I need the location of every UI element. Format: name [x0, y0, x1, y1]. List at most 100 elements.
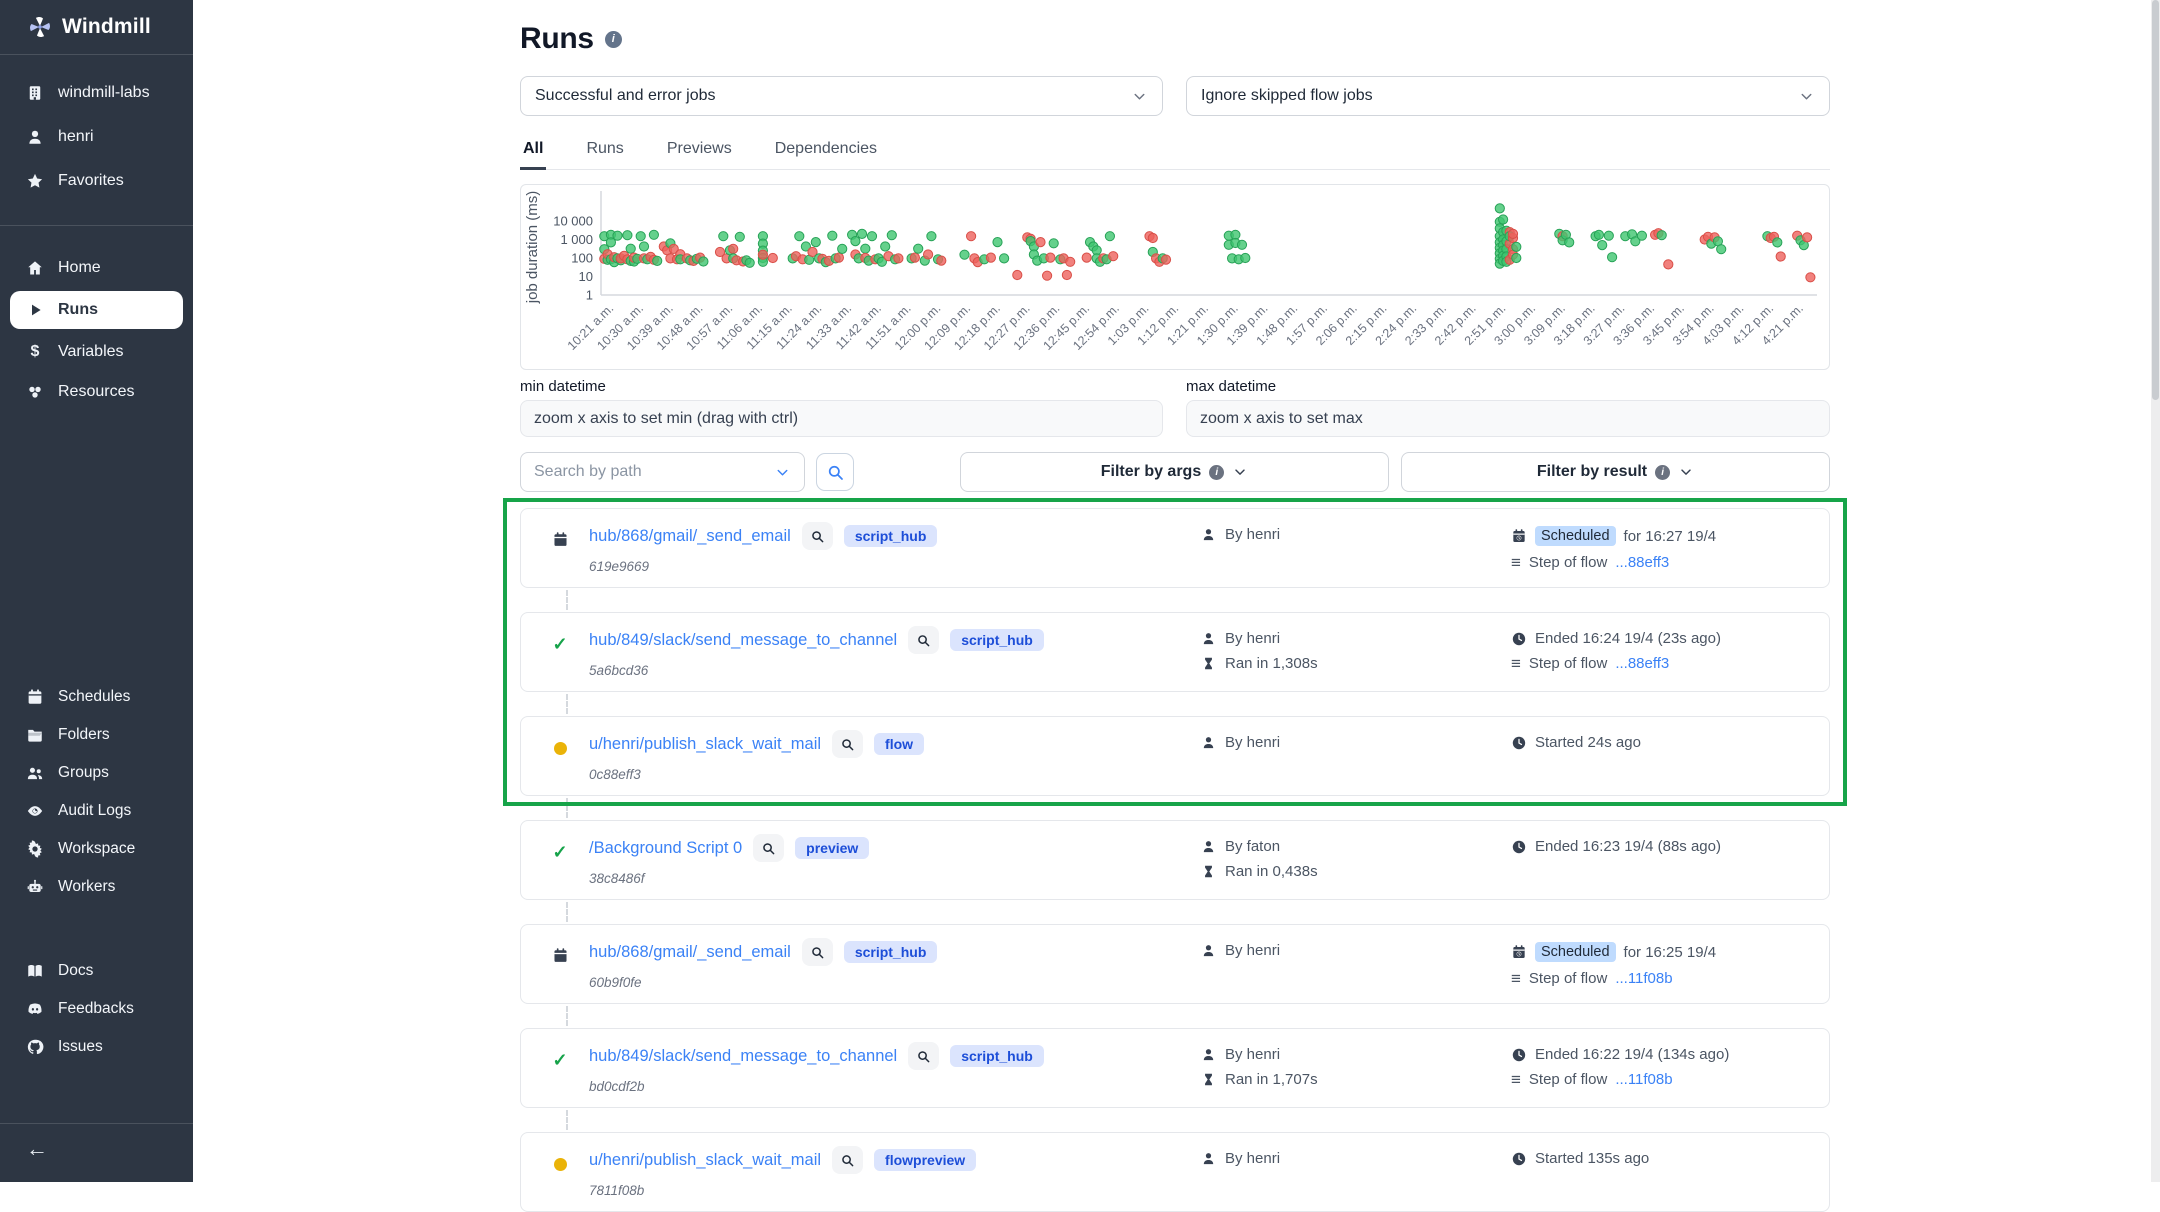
job-detail-search-button[interactable]	[832, 1146, 864, 1174]
dollar-icon: $	[30, 343, 40, 360]
sidebar-item-henri[interactable]: henri	[0, 115, 193, 159]
sidebar-item-windmill-labs[interactable]: windmill-labs	[0, 71, 193, 115]
job-detail-search-button[interactable]	[908, 626, 940, 654]
success-job-point	[652, 255, 663, 267]
job-detail-search-button[interactable]	[832, 730, 864, 758]
search-icon	[918, 634, 930, 646]
search-icon	[918, 1050, 930, 1062]
sidebar-item-resources[interactable]: Resources	[0, 372, 193, 412]
sidebar-item-label: Home	[58, 259, 101, 276]
run-time-status: Started 135s ago	[1535, 1150, 1650, 1167]
sidebar-item-feedbacks[interactable]: Feedbacks	[0, 990, 193, 1028]
clock-icon	[1512, 1152, 1526, 1165]
tab-runs[interactable]: Runs	[586, 140, 624, 157]
run-row[interactable]: ✓ /Background Script 0 preview	[520, 820, 1830, 900]
run-time-status: Started 24s ago	[1535, 734, 1641, 751]
parent-flow-link[interactable]: ...11f08b	[1615, 970, 1673, 987]
skipped-flow-filter-select[interactable]: Ignore skipped flow jobs	[1186, 76, 1830, 116]
failed-job-point	[1802, 232, 1813, 243]
search-by-path-input[interactable]: Search by path	[520, 452, 805, 492]
success-job-point	[800, 241, 811, 252]
job-kind-badge: script_hub	[843, 525, 938, 547]
run-path-link[interactable]: u/henri/publish_slack_wait_mail	[589, 734, 822, 753]
sidebar-item-workspace[interactable]: Workspace	[0, 830, 193, 868]
filter-by-args-button[interactable]: Filter by args i	[960, 452, 1389, 492]
run-path-link[interactable]: hub/868/gmail/_send_email	[589, 526, 791, 545]
running-dot-icon	[553, 1158, 567, 1171]
sidebar-item-issues[interactable]: Issues	[0, 1028, 193, 1066]
run-row[interactable]: ✓ hub/868/gmail/_send_email script_hub	[520, 508, 1830, 588]
tab-all[interactable]: All	[520, 134, 547, 170]
sidebar-item-workers[interactable]: Workers	[0, 868, 193, 906]
book-icon	[28, 965, 42, 977]
run-row[interactable]: ✓ u/henri/publish_slack_wait_mail flowpr…	[520, 1132, 1830, 1212]
parent-flow-link[interactable]: ...88eff3	[1615, 655, 1670, 672]
app-title: Windmill	[62, 15, 151, 38]
job-detail-search-button[interactable]	[801, 938, 833, 966]
run-path-link[interactable]: u/henri/publish_slack_wait_mail	[589, 1150, 822, 1169]
collapse-arrow-icon[interactable]: ←	[26, 1136, 48, 1161]
row-connector	[520, 900, 1830, 924]
run-row[interactable]: ✓ hub/868/gmail/_send_email script_hub	[520, 924, 1830, 1004]
chevron-down-icon	[777, 469, 788, 475]
success-job-point	[810, 237, 821, 248]
max-datetime-input[interactable]	[1186, 400, 1830, 437]
row-connector	[520, 588, 1830, 612]
sidebar-item-audit-logs[interactable]: Audit Logs	[0, 792, 193, 830]
sidebar-item-favorites[interactable]: Favorites	[0, 159, 193, 203]
failed-job-point	[1147, 232, 1158, 244]
parent-flow-link[interactable]: ...88eff3	[1615, 554, 1670, 571]
app-logo[interactable]: Windmill	[0, 0, 193, 55]
sidebar-item-folders[interactable]: Folders	[0, 716, 193, 754]
job-detail-search-button[interactable]	[801, 522, 833, 550]
step-of-flow-label: Step of flow	[1528, 970, 1608, 987]
scrollbar-thumb[interactable]	[2152, 0, 2159, 400]
sidebar-item-home[interactable]: Home	[0, 248, 193, 288]
sidebar-item-schedules[interactable]: Schedules	[0, 678, 193, 716]
search-button[interactable]	[816, 453, 854, 491]
chevron-down-icon	[1801, 93, 1812, 99]
tab-previews[interactable]: Previews	[666, 140, 732, 157]
parent-flow-link[interactable]: ...11f08b	[1615, 1071, 1673, 1088]
sidebar-item-label: Variables	[58, 343, 124, 360]
tab-dependencies[interactable]: Dependencies	[774, 140, 878, 157]
svg-text:100: 100	[571, 251, 593, 266]
sidebar-item-label: Resources	[58, 383, 135, 400]
sidebar-item-label: Docs	[58, 962, 94, 979]
success-job-point	[959, 249, 970, 260]
success-job-point	[612, 230, 623, 241]
sidebar-item-runs[interactable]: Runs	[10, 291, 183, 329]
success-job-point	[734, 231, 745, 242]
run-row[interactable]: ✓ hub/849/slack/send_message_to_channel …	[520, 612, 1830, 692]
building-icon	[29, 86, 41, 100]
completion-filter-select[interactable]: Successful and error jobs	[520, 76, 1163, 116]
clock-icon	[1512, 632, 1526, 645]
job-id: 0c88eff3	[589, 767, 641, 782]
job-detail-search-button[interactable]	[753, 834, 785, 862]
job-duration-chart[interactable]: job duration (ms) 10 000 1 000 100 10 1 10:21 …	[520, 184, 1830, 370]
sidebar-item-variables[interactable]: $ Variables	[0, 332, 193, 372]
job-detail-search-button[interactable]	[908, 1042, 940, 1070]
chevron-down-icon	[1134, 93, 1145, 99]
scheduled-badge: Scheduled	[1535, 942, 1616, 962]
filter-by-result-button[interactable]: Filter by result i	[1401, 452, 1830, 492]
failed-job-point	[966, 231, 977, 242]
run-path-link[interactable]: hub/868/gmail/_send_email	[589, 942, 791, 961]
run-row[interactable]: ✓ hub/849/slack/send_message_to_channel …	[520, 1028, 1830, 1108]
runs-info-icon[interactable]: i	[604, 30, 622, 48]
svg-text:job duration (ms): job duration (ms)	[524, 191, 541, 305]
min-datetime-input[interactable]	[520, 400, 1163, 437]
sidebar-item-label: Folders	[58, 726, 110, 743]
run-path-link[interactable]: /Background Script 0	[589, 838, 743, 857]
sidebar-item-docs[interactable]: Docs	[0, 952, 193, 990]
hourglass-icon	[1205, 1073, 1212, 1086]
sidebar-item-groups[interactable]: Groups	[0, 754, 193, 792]
failed-job-point	[1507, 228, 1519, 240]
job-id: 38c8486f	[589, 871, 645, 886]
nav-section: Home Runs $ Variables Resources	[0, 226, 193, 412]
run-row[interactable]: ✓ u/henri/publish_slack_wait_mail flow	[520, 716, 1830, 796]
run-path-link[interactable]: hub/849/slack/send_message_to_channel	[589, 1046, 898, 1065]
run-path-link[interactable]: hub/849/slack/send_message_to_channel	[589, 630, 898, 649]
sidebar-item-label: Runs	[58, 301, 98, 318]
failed-job-point	[807, 246, 818, 258]
